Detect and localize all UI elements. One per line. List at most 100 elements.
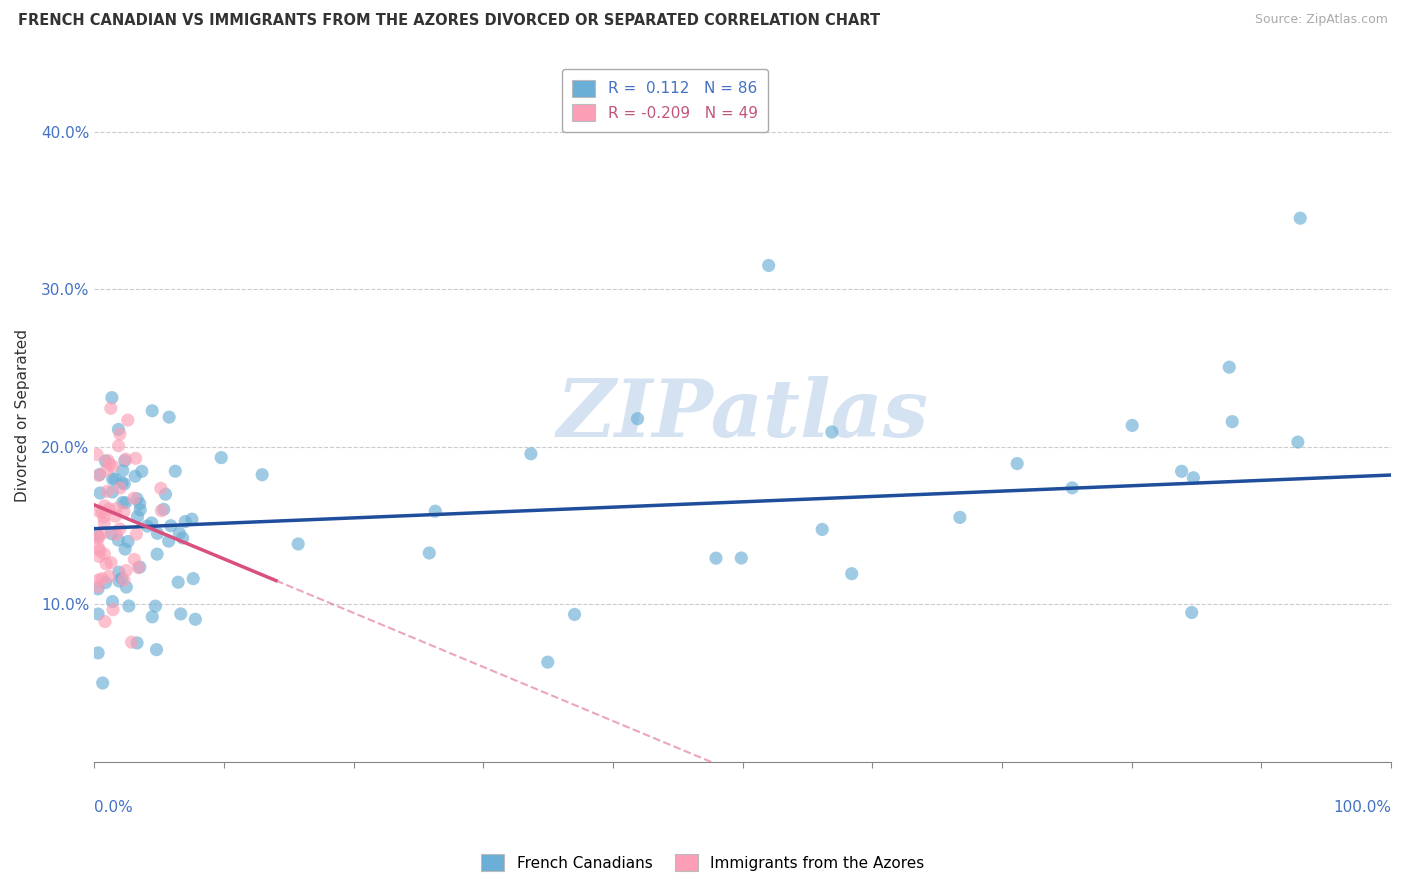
Point xyxy=(149,481,172,495)
Point xyxy=(174,515,197,529)
Point xyxy=(97,453,120,467)
Point xyxy=(105,527,128,541)
Point xyxy=(141,610,163,624)
Point xyxy=(118,599,141,613)
Point xyxy=(152,502,174,516)
Point xyxy=(127,509,149,524)
Point xyxy=(94,615,117,629)
Point xyxy=(101,459,124,474)
Point xyxy=(167,575,190,590)
Point xyxy=(758,259,780,273)
Point xyxy=(143,599,166,614)
Point xyxy=(91,572,114,586)
Point xyxy=(87,531,110,545)
Point xyxy=(136,519,159,533)
Point xyxy=(425,504,447,518)
Point xyxy=(98,501,121,516)
Point xyxy=(108,565,131,579)
Text: 100.0%: 100.0% xyxy=(1333,800,1391,815)
Point xyxy=(111,463,134,477)
Point xyxy=(91,505,114,519)
Point xyxy=(146,547,169,561)
Point xyxy=(108,481,131,495)
Point xyxy=(112,573,135,587)
Point xyxy=(157,410,180,425)
Point xyxy=(128,560,150,574)
Point xyxy=(89,543,111,558)
Point xyxy=(114,453,136,467)
Point xyxy=(564,607,586,622)
Point xyxy=(117,413,139,427)
Point xyxy=(1220,415,1243,429)
Point xyxy=(122,491,145,505)
Text: ZIPatlas: ZIPatlas xyxy=(557,376,929,454)
Point xyxy=(108,522,131,536)
Point xyxy=(101,602,124,616)
Point xyxy=(114,542,136,557)
Point xyxy=(101,391,124,405)
Point xyxy=(86,528,108,542)
Point xyxy=(141,516,163,530)
Point xyxy=(287,537,309,551)
Legend: R =  0.112   N = 86, R = -0.209   N = 49: R = 0.112 N = 86, R = -0.209 N = 49 xyxy=(561,70,768,131)
Point xyxy=(114,452,136,467)
Point xyxy=(181,512,204,526)
Point xyxy=(96,484,118,499)
Point xyxy=(111,495,134,509)
Point xyxy=(157,534,180,549)
Point xyxy=(111,475,134,490)
Point xyxy=(150,503,173,517)
Point xyxy=(124,469,146,483)
Point xyxy=(87,580,110,594)
Point xyxy=(94,454,117,468)
Point xyxy=(115,580,138,594)
Point xyxy=(169,526,191,541)
Point xyxy=(100,401,122,416)
Point xyxy=(841,566,863,581)
Point xyxy=(1182,471,1205,485)
Point xyxy=(117,534,139,549)
Point xyxy=(125,636,148,650)
Point xyxy=(108,574,131,588)
Point xyxy=(93,525,115,540)
Point xyxy=(128,497,150,511)
Point xyxy=(100,526,122,541)
Point xyxy=(93,499,115,513)
Point xyxy=(100,556,122,570)
Point xyxy=(181,572,204,586)
Point xyxy=(125,527,148,541)
Point xyxy=(121,635,143,649)
Point xyxy=(87,530,110,544)
Point xyxy=(91,676,114,690)
Point xyxy=(112,505,135,519)
Point xyxy=(1289,211,1312,226)
Point xyxy=(107,422,129,436)
Point xyxy=(1170,464,1192,478)
Point xyxy=(87,573,110,587)
Point xyxy=(96,557,118,571)
Point xyxy=(160,518,183,533)
Point xyxy=(141,404,163,418)
Text: Source: ZipAtlas.com: Source: ZipAtlas.com xyxy=(1254,13,1388,27)
Point xyxy=(115,564,138,578)
Point xyxy=(155,487,177,501)
Point xyxy=(811,523,834,537)
Text: 0.0%: 0.0% xyxy=(94,800,134,815)
Point xyxy=(104,509,127,524)
Point xyxy=(93,547,115,561)
Point xyxy=(1218,360,1240,375)
Point xyxy=(87,646,110,660)
Point xyxy=(821,425,844,439)
Point xyxy=(108,427,131,442)
Point xyxy=(93,510,115,524)
Point xyxy=(145,642,167,657)
Point xyxy=(94,575,117,590)
Point xyxy=(127,560,149,574)
Point xyxy=(626,411,648,425)
Point xyxy=(124,451,146,466)
Point xyxy=(112,476,135,491)
Point xyxy=(172,531,194,545)
Point xyxy=(1181,606,1204,620)
Legend: French Canadians, Immigrants from the Azores: French Canadians, Immigrants from the Az… xyxy=(472,845,934,880)
Point xyxy=(87,504,110,518)
